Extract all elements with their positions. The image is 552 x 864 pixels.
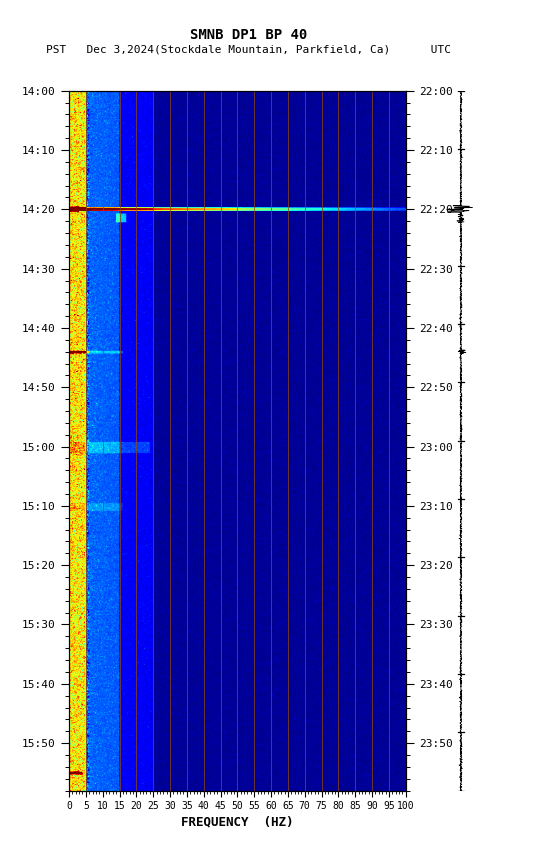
- Text: SMNB DP1 BP 40: SMNB DP1 BP 40: [190, 28, 307, 41]
- Text: PST   Dec 3,2024(Stockdale Mountain, Parkfield, Ca)      UTC: PST Dec 3,2024(Stockdale Mountain, Parkf…: [46, 45, 451, 55]
- X-axis label: FREQUENCY  (HZ): FREQUENCY (HZ): [181, 815, 294, 828]
